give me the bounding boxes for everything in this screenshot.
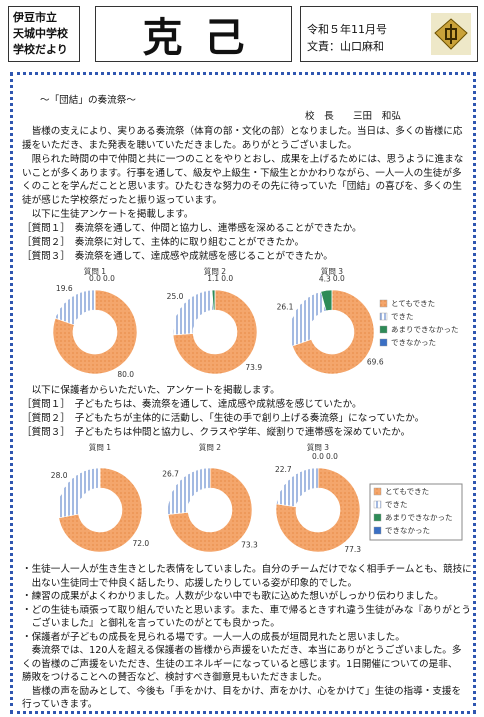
title-box: 克己	[95, 6, 292, 62]
legend-swatch	[373, 500, 382, 509]
legend-swatch	[379, 325, 388, 334]
comment: ・どの生徒も頑張って取り組んでいたと思います。また、車で帰るときすれ違う生徒がみ…	[22, 604, 471, 630]
chart-title: 質問 3	[307, 442, 329, 452]
issue: 令和５年11月号	[307, 23, 387, 36]
chart-title: 質問 1	[89, 442, 111, 452]
donut-segment	[289, 291, 327, 347]
legend-label: できた	[385, 500, 408, 509]
legend-swatch	[379, 338, 388, 347]
issue-info: 令和５年11月号 文責：山口麻和	[307, 21, 387, 55]
chart-title: 質問 2	[204, 266, 226, 276]
legend-swatch	[379, 299, 388, 308]
value-label: 1.1	[207, 274, 219, 283]
author: 文責：山口麻和	[307, 40, 384, 53]
legend-box	[369, 483, 463, 541]
value-label: 0.0	[89, 274, 101, 283]
emblem	[431, 13, 471, 55]
value-label: 4.3	[319, 274, 331, 283]
legend-label: とてもできた	[385, 487, 429, 496]
heading: ～「団結」の奏流祭～	[40, 95, 136, 106]
value-label: 73.3	[241, 540, 258, 549]
legend-label: あまりできなかった	[385, 513, 453, 522]
comment: ・生徒一人一人が生き生きとした表情をしていました。自分のチームだけでなく相手チー…	[22, 564, 472, 589]
school-line: 学校だより	[13, 43, 68, 56]
question: ［質問１］ 奏流祭を通して、仲間と協力し、連帯感を深めることができたか。	[22, 223, 362, 234]
question: ［質問２］ 奏流祭に対して、主体的に取り組むことができたか。	[22, 237, 305, 248]
donut-segment	[275, 467, 361, 553]
legend-label: できなかった	[391, 338, 436, 347]
value-label: 0.0	[221, 274, 233, 283]
question: ［質問１］ 子どもたちは、奏流祭を通して、達成感や成就感を感じていたか。	[22, 399, 362, 410]
chart-title: 質問 1	[84, 266, 106, 276]
donut-segment	[292, 289, 375, 375]
donut-segment	[54, 289, 96, 326]
donut-segment	[167, 467, 253, 553]
legend-swatch	[373, 526, 382, 535]
issue-box: 令和５年11月号 文責：山口麻和	[300, 6, 478, 62]
school-line: 伊豆市立	[13, 11, 57, 24]
paragraph: 限られた時間の中で仲間と共に一つのことをやりとおし、成果を上げるためには、思うよ…	[22, 154, 464, 206]
value-label: 26.1	[277, 302, 294, 311]
value-label: 28.0	[51, 471, 68, 480]
question: ［質問３］ 子どもたちは仲間と協力し、クラスや学年、縦割りで連帯感を深めていたか…	[22, 427, 411, 438]
student-charts: 質問 180.019.60.0 0.0質問 273.925.01.1 0.0質問 3…	[52, 266, 459, 379]
question: ［質問３］ 奏流祭を通して、達成感や成就感を感じることができたか。	[22, 251, 333, 262]
school-line: 天城中学校	[13, 27, 68, 40]
paragraph: 以下に保護者からいただいた、アンケートを掲載します。	[31, 385, 280, 396]
donut-segment	[52, 289, 138, 375]
principal: 校 長 三田 和弘	[305, 111, 401, 122]
parent-charts: 質問 1 72.0 28.0 質問 2 73.3 26.7 質問 3 77.3 22.7 0.0 0…	[51, 442, 463, 554]
school-name: 伊豆市立 天城中学校 学校だより	[9, 7, 79, 61]
value-label: 69.6	[367, 358, 384, 367]
comment: ・保護者が子どもの成長を見られる場です。一人一人の成長が垣間見れたと思いました。	[22, 631, 405, 643]
legend-label: とてもできた	[391, 299, 435, 308]
paragraph: 皆様の声を励みとして、今後も「手をかけ、目をかけ、声をかけ、心をかけて」生徒の指…	[22, 685, 462, 711]
paragraph: 以下に生徒アンケートを掲載します。	[31, 209, 194, 220]
chart-title: 質問 3	[321, 266, 343, 276]
legend-label: できなかった	[385, 526, 430, 535]
paragraph: 皆様の支えにより、実りある奏流祭（体育の部・文化の部）となりました。当日は、多く…	[22, 126, 463, 151]
value-label: 25.0	[167, 292, 184, 301]
chart-title: 質問 2	[199, 442, 221, 452]
legend-label: あまりできなかった	[391, 325, 459, 334]
value-label: 73.9	[245, 363, 262, 372]
value-label: 0.0	[312, 452, 324, 461]
legend-swatch	[373, 487, 382, 496]
value-label: 22.7	[275, 465, 292, 474]
frame	[10, 72, 476, 714]
comment: ・練習の成果がよくわかりました。人数が少ない中でも歌に込めた想いがしっかり伝わり…	[22, 591, 444, 602]
value-label: 80.0	[117, 370, 134, 379]
donut-segment	[172, 289, 258, 375]
value-label: 0.0	[326, 452, 338, 461]
paragraph: 奏流祭では、120人を超える保護者の皆様から声援をいただき、本当にありがとうござ…	[22, 645, 462, 683]
value-label: 77.3	[344, 545, 361, 554]
question: ［質問２］ 子どもたちが主体的に活動し、「生徒の手で創り上げる奏流祭」になってい…	[22, 413, 425, 424]
legend-swatch	[373, 513, 382, 522]
value-label: 0.0	[333, 274, 345, 283]
donut-segment	[58, 467, 143, 553]
school-box: 伊豆市立 天城中学校 学校だより	[8, 6, 80, 62]
title: 克己	[142, 15, 267, 61]
legend-label: できた	[391, 312, 414, 321]
legend-swatch	[379, 312, 388, 321]
value-label: 72.0	[132, 539, 149, 548]
value-label: 19.6	[56, 284, 73, 293]
value-label: 0.0	[103, 274, 115, 283]
value-label: 26.7	[162, 470, 179, 479]
